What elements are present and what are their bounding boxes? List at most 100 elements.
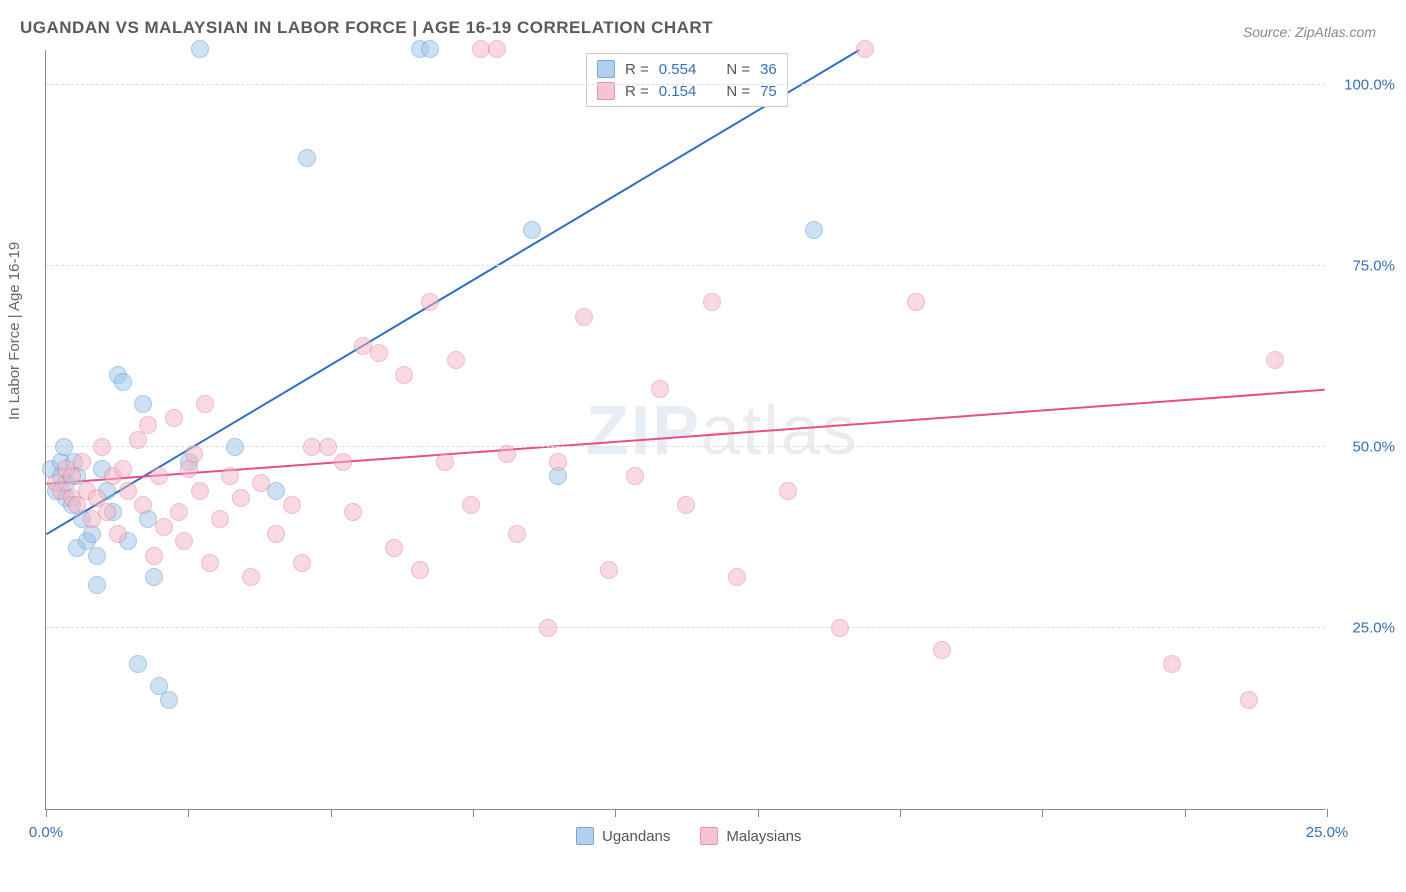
scatter-point	[488, 40, 506, 58]
x-tick	[473, 809, 474, 817]
scatter-point	[907, 293, 925, 311]
scatter-point	[119, 482, 137, 500]
x-tick-label: 25.0%	[1306, 824, 1349, 841]
scatter-point	[170, 503, 188, 521]
legend-stats: R =0.554N =36R =0.154N =75	[586, 53, 788, 107]
scatter-point	[252, 474, 270, 492]
scatter-point	[114, 460, 132, 478]
scatter-point	[1163, 655, 1181, 673]
scatter-point	[462, 496, 480, 514]
scatter-point	[98, 503, 116, 521]
scatter-point	[196, 395, 214, 413]
scatter-point	[779, 482, 797, 500]
scatter-point	[370, 344, 388, 362]
scatter-point	[298, 149, 316, 167]
legend-swatch	[576, 827, 594, 845]
scatter-point	[232, 489, 250, 507]
scatter-point	[211, 510, 229, 528]
scatter-point	[1266, 351, 1284, 369]
scatter-point	[334, 453, 352, 471]
scatter-point	[185, 445, 203, 463]
scatter-point	[155, 518, 173, 536]
scatter-point	[139, 416, 157, 434]
r-label: R =	[625, 61, 649, 78]
x-tick	[188, 809, 189, 817]
scatter-point	[523, 221, 541, 239]
scatter-point	[267, 525, 285, 543]
scatter-point	[165, 409, 183, 427]
x-tick	[331, 809, 332, 817]
scatter-point	[575, 308, 593, 326]
r-value: 0.554	[659, 61, 697, 78]
chart-plot-area: ZIPatlas R =0.554N =36R =0.154N =75 Ugan…	[45, 50, 1325, 810]
gridline	[46, 627, 1325, 628]
watermark-zip: ZIP	[586, 391, 701, 469]
watermark-atlas: atlas	[701, 391, 859, 469]
legend-label: Malaysians	[726, 828, 801, 845]
scatter-point	[651, 380, 669, 398]
scatter-point	[283, 496, 301, 514]
scatter-point	[109, 525, 127, 543]
scatter-point	[191, 40, 209, 58]
scatter-point	[856, 40, 874, 58]
scatter-point	[508, 525, 526, 543]
scatter-point	[226, 438, 244, 456]
watermark: ZIPatlas	[586, 390, 859, 470]
scatter-point	[498, 445, 516, 463]
scatter-point	[447, 351, 465, 369]
scatter-point	[421, 293, 439, 311]
legend-item: Malaysians	[700, 827, 801, 845]
y-tick-label: 50.0%	[1352, 439, 1395, 456]
y-tick-label: 25.0%	[1352, 620, 1395, 637]
scatter-point	[242, 568, 260, 586]
scatter-point	[805, 221, 823, 239]
scatter-point	[293, 554, 311, 572]
x-tick	[615, 809, 616, 817]
scatter-point	[344, 503, 362, 521]
legend-label: Ugandans	[602, 828, 670, 845]
y-axis-label: In Labor Force | Age 16-19	[6, 242, 23, 420]
scatter-point	[145, 568, 163, 586]
scatter-point	[73, 453, 91, 471]
legend-swatch	[700, 827, 718, 845]
x-tick	[1185, 809, 1186, 817]
scatter-point	[319, 438, 337, 456]
scatter-point	[436, 453, 454, 471]
scatter-point	[933, 641, 951, 659]
y-tick-label: 100.0%	[1344, 77, 1395, 94]
n-label: N =	[726, 61, 750, 78]
scatter-point	[201, 554, 219, 572]
scatter-point	[395, 366, 413, 384]
x-tick	[46, 809, 47, 817]
scatter-point	[145, 547, 163, 565]
scatter-point	[221, 467, 239, 485]
scatter-point	[677, 496, 695, 514]
scatter-point	[88, 576, 106, 594]
x-tick	[900, 809, 901, 817]
x-tick-label: 0.0%	[29, 824, 63, 841]
legend-swatch	[597, 60, 615, 78]
scatter-point	[267, 482, 285, 500]
x-tick	[1042, 809, 1043, 817]
scatter-point	[831, 619, 849, 637]
scatter-point	[175, 532, 193, 550]
scatter-point	[539, 619, 557, 637]
x-tick	[758, 809, 759, 817]
scatter-point	[600, 561, 618, 579]
scatter-point	[134, 496, 152, 514]
x-tick	[1327, 809, 1328, 817]
n-value: 36	[760, 61, 777, 78]
scatter-point	[134, 395, 152, 413]
scatter-point	[93, 438, 111, 456]
scatter-point	[150, 467, 168, 485]
gridline	[46, 84, 1325, 85]
scatter-point	[88, 547, 106, 565]
legend-stat-row: R = 0.554 N = 36	[597, 58, 777, 80]
scatter-point	[703, 293, 721, 311]
scatter-point	[129, 655, 147, 673]
scatter-point	[1240, 691, 1258, 709]
scatter-point	[191, 482, 209, 500]
legend-item: Ugandans	[576, 827, 670, 845]
scatter-point	[385, 539, 403, 557]
legend-series: Ugandans Malaysians	[576, 827, 801, 845]
